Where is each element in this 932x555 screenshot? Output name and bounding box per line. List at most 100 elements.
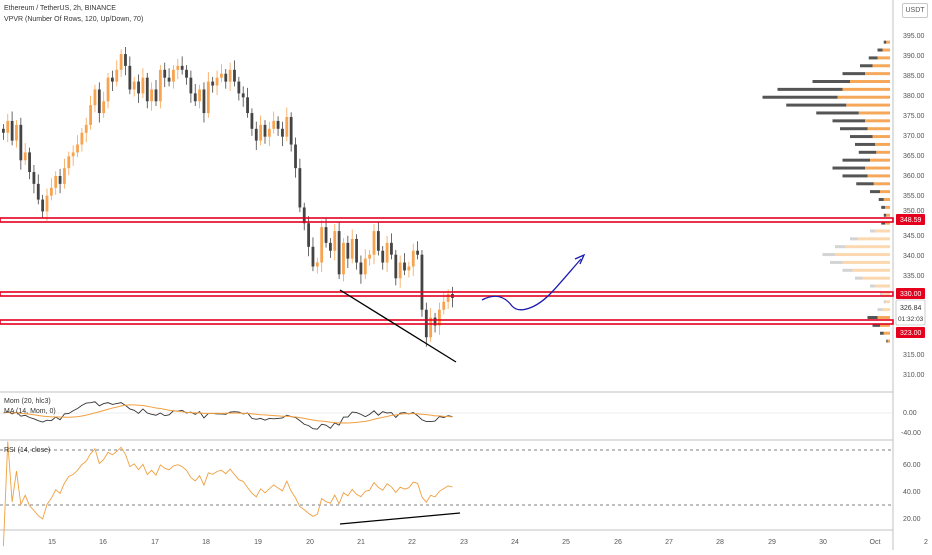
candle-up[interactable] xyxy=(363,258,367,275)
candle-down[interactable] xyxy=(167,77,171,82)
candle-up[interactable] xyxy=(67,156,71,169)
candle-up[interactable] xyxy=(6,120,10,133)
candle-down[interactable] xyxy=(311,246,315,267)
candle-up[interactable] xyxy=(76,144,79,153)
candle-up[interactable] xyxy=(411,250,415,267)
candle-down[interactable] xyxy=(58,176,62,184)
candle-up[interactable] xyxy=(429,317,433,338)
candle-down[interactable] xyxy=(276,120,280,129)
candle-up[interactable] xyxy=(15,124,18,141)
candle-down[interactable] xyxy=(145,77,149,102)
candle-up[interactable] xyxy=(198,89,201,102)
candle-up[interactable] xyxy=(89,105,92,125)
candle-up[interactable] xyxy=(23,152,27,161)
candle-down[interactable] xyxy=(324,227,328,243)
candle-down[interactable] xyxy=(281,128,284,137)
momentum-legend[interactable]: Mom (20, hlc3) xyxy=(4,398,51,405)
candle-up[interactable] xyxy=(93,89,97,106)
candle-down[interactable] xyxy=(390,242,393,255)
candle-down[interactable] xyxy=(359,262,363,275)
candle-up[interactable] xyxy=(285,117,289,137)
candle-down[interactable] xyxy=(185,69,188,78)
candle-down[interactable] xyxy=(346,242,350,259)
candle-down[interactable] xyxy=(189,77,193,94)
candle-up[interactable] xyxy=(442,301,446,310)
candle-up[interactable] xyxy=(158,69,162,102)
momentum-ma-legend[interactable]: MA (14, Mom, 0) xyxy=(4,408,56,415)
candle-up[interactable] xyxy=(407,266,411,271)
candle-down[interactable] xyxy=(250,113,254,129)
symbol-title[interactable]: Ethereum / TetherUS, 2h, BINANCE xyxy=(4,5,116,12)
currency-label[interactable]: USDT xyxy=(902,3,928,18)
candle-up[interactable] xyxy=(259,124,263,141)
candle-up[interactable] xyxy=(368,254,372,259)
candle-down[interactable] xyxy=(32,172,36,184)
candle-up[interactable] xyxy=(220,73,223,78)
candle-up[interactable] xyxy=(215,77,219,86)
candle-down[interactable] xyxy=(355,238,358,263)
candle-down[interactable] xyxy=(302,207,306,224)
candle-up[interactable] xyxy=(141,77,145,94)
rsi-trend-line[interactable] xyxy=(339,512,461,525)
candle-down[interactable] xyxy=(420,254,424,310)
candle-down[interactable] xyxy=(237,81,241,94)
candle-up[interactable] xyxy=(333,231,337,251)
level-upper-support[interactable] xyxy=(0,291,894,297)
candle-up[interactable] xyxy=(45,195,49,212)
candle-down[interactable] xyxy=(241,93,245,98)
candle-up[interactable] xyxy=(320,227,324,263)
momentum-line[interactable] xyxy=(3,401,453,430)
candle-down[interactable] xyxy=(10,120,14,141)
candle-up[interactable] xyxy=(106,77,110,102)
candle-down[interactable] xyxy=(263,124,267,137)
candle-up[interactable] xyxy=(102,101,106,114)
level-lower-support[interactable] xyxy=(0,319,894,325)
candle-down[interactable] xyxy=(202,89,206,114)
candle-down[interactable] xyxy=(329,242,332,251)
momentum-ma-line[interactable] xyxy=(3,404,453,424)
candle-up[interactable] xyxy=(119,54,123,70)
candle-up[interactable] xyxy=(398,262,402,279)
candle-up[interactable] xyxy=(228,69,232,82)
candle-up[interactable] xyxy=(49,187,53,196)
candle-up[interactable] xyxy=(84,124,88,133)
candle-down[interactable] xyxy=(19,124,23,161)
candle-down[interactable] xyxy=(433,317,437,326)
candle-up[interactable] xyxy=(267,128,271,137)
candle-down[interactable] xyxy=(254,128,258,141)
candle-down[interactable] xyxy=(137,81,140,94)
rsi-legend[interactable]: RSI (14, close) xyxy=(4,447,51,454)
candle-down[interactable] xyxy=(376,231,380,251)
candle-down[interactable] xyxy=(416,250,419,255)
candle-down[interactable] xyxy=(289,117,293,145)
candle-up[interactable] xyxy=(438,309,441,326)
candle-down[interactable] xyxy=(193,93,197,102)
candle-down[interactable] xyxy=(41,199,45,212)
candle-down[interactable] xyxy=(124,54,127,66)
candle-up[interactable] xyxy=(63,168,66,184)
candle-up[interactable] xyxy=(372,231,376,255)
price-axis[interactable]: 395.00 390.00 385.00 380.00 375.00 370.0… xyxy=(903,33,925,379)
time-axis[interactable]: 15 16 17 18 19 20 21 22 23 24 25 26 27 2… xyxy=(48,539,928,546)
candle-down[interactable] xyxy=(28,152,31,173)
candle-down[interactable] xyxy=(180,65,184,70)
candle-down[interactable] xyxy=(211,81,215,86)
candle-down[interactable] xyxy=(111,77,114,82)
candle-up[interactable] xyxy=(80,132,84,145)
candle-up[interactable] xyxy=(206,81,210,114)
candle-up[interactable] xyxy=(315,262,319,267)
candle-down[interactable] xyxy=(2,128,5,133)
vpvr-legend[interactable]: VPVR (Number Of Rows, 120, Up/Down, 70) xyxy=(4,16,144,23)
candle-up[interactable] xyxy=(272,120,276,129)
candle-down[interactable] xyxy=(246,97,249,114)
candle-down[interactable] xyxy=(154,89,158,102)
candle-down[interactable] xyxy=(298,168,302,208)
candle-down[interactable] xyxy=(163,69,167,78)
candle-down[interactable] xyxy=(337,231,341,275)
candle-down[interactable] xyxy=(381,250,385,263)
candle-up[interactable] xyxy=(71,152,75,157)
candle-down[interactable] xyxy=(394,254,398,279)
candle-up[interactable] xyxy=(176,65,180,70)
